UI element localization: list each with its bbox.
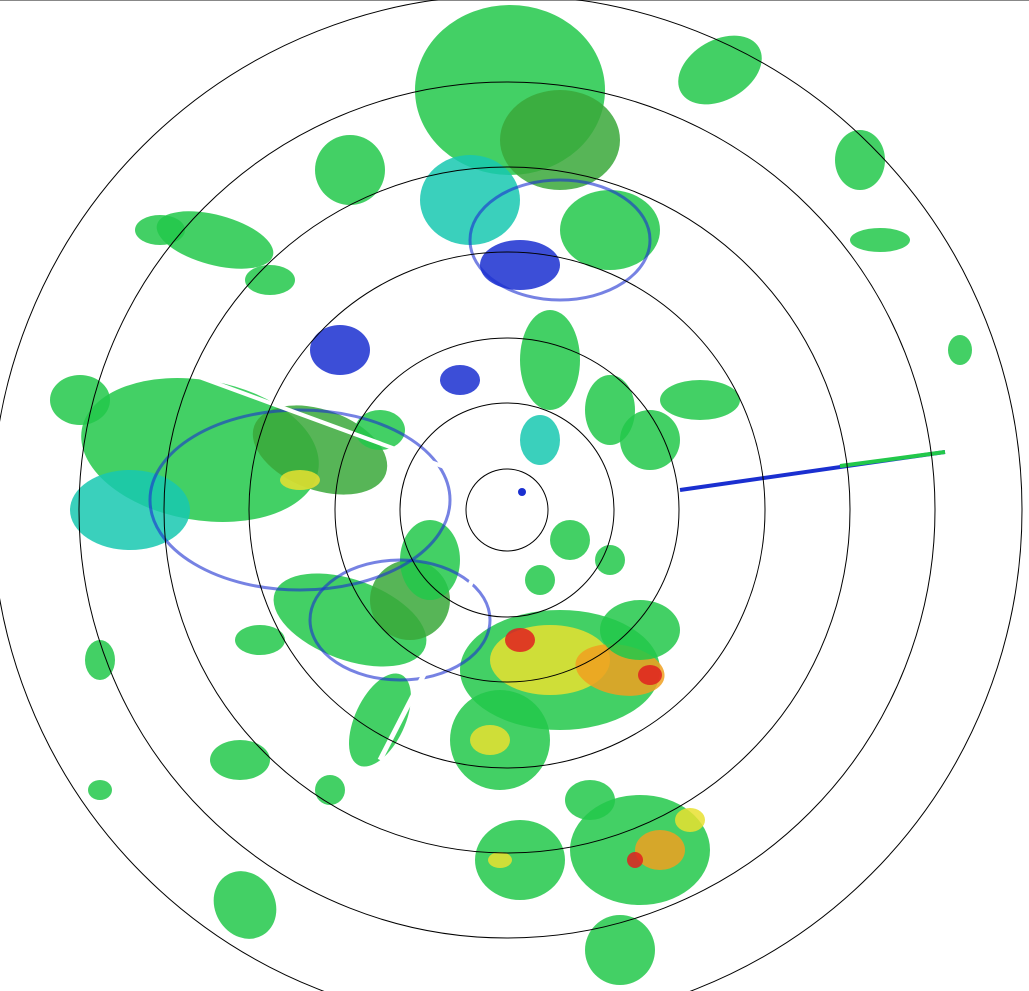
echo-moderate <box>88 780 112 800</box>
echo-intense <box>638 665 662 685</box>
echo-moderate_dark <box>500 90 620 190</box>
echo-intense <box>627 852 643 868</box>
echo-moderate <box>213 871 277 939</box>
echo-moderate <box>475 820 565 900</box>
echo-moderate <box>948 335 972 365</box>
echo-weak <box>440 365 480 395</box>
beam-blockage <box>179 368 481 482</box>
echo-moderate <box>315 775 345 805</box>
range-ring <box>465 468 549 552</box>
echo-moderate <box>600 600 680 660</box>
echo-moderate <box>245 265 295 295</box>
echo-strong <box>488 852 512 868</box>
echo-moderate <box>50 375 110 425</box>
echo-moderate <box>525 565 555 595</box>
echo-strong <box>675 808 705 832</box>
echo-moderate <box>560 190 660 270</box>
center-clutter <box>518 488 526 496</box>
echo-moderate <box>850 228 910 252</box>
echo-weak <box>480 240 560 290</box>
range-ring <box>399 402 615 618</box>
range-ring <box>248 251 766 769</box>
echo-moderate <box>585 375 635 445</box>
radial-spike <box>839 450 946 468</box>
echo-moderate <box>678 35 762 105</box>
echo-weak <box>310 325 370 375</box>
echo-moderate <box>315 135 385 205</box>
echo-strong <box>280 470 320 490</box>
echo-moderate <box>235 625 285 655</box>
echo-moderate <box>520 310 580 410</box>
weak-echo-fringe <box>468 178 652 302</box>
echo-light <box>520 415 560 465</box>
echo-moderate <box>210 740 270 780</box>
echo-moderate <box>400 520 460 600</box>
echo-moderate <box>565 780 615 820</box>
echo-moderate <box>349 673 411 767</box>
echo-moderate <box>595 545 625 575</box>
top-border <box>0 0 1029 1</box>
range-ring <box>334 337 680 683</box>
echo-heavy <box>635 830 685 870</box>
echo-moderate_dark <box>252 405 388 495</box>
echo-moderate <box>135 215 185 245</box>
echo-moderate <box>85 640 115 680</box>
echo-light <box>420 155 520 245</box>
echo-moderate <box>620 410 680 470</box>
echo-light <box>70 470 190 550</box>
center-clear-zone <box>469 472 545 548</box>
weak-echo-fringe <box>148 408 452 592</box>
echo-moderate <box>660 380 740 420</box>
echo-moderate <box>156 211 274 269</box>
weak-echo-fringe <box>308 558 492 682</box>
range-ring <box>163 166 851 854</box>
echo-moderate <box>585 915 655 985</box>
echo-moderate <box>835 130 885 190</box>
range-ring <box>78 81 936 939</box>
echo-strong <box>470 725 510 755</box>
echo-moderate <box>550 520 590 560</box>
echo-intense <box>505 628 535 652</box>
